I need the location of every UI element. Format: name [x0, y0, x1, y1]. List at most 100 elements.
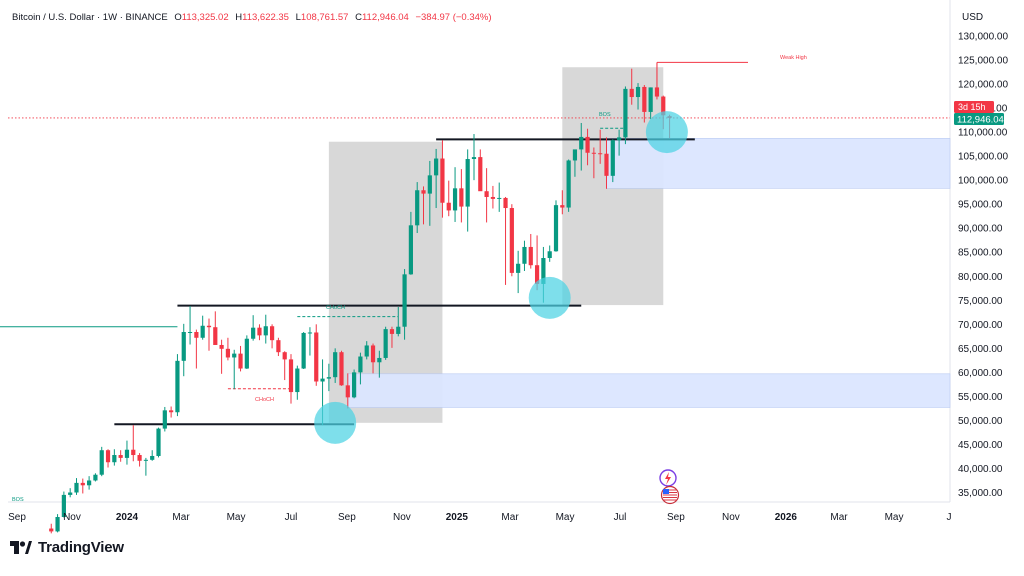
candle	[194, 329, 199, 369]
tradingview-logo[interactable]: TradingView	[10, 539, 124, 556]
candle-body	[175, 360, 180, 413]
candle-body	[301, 332, 306, 369]
flag-canton	[663, 489, 669, 494]
choch-label-low: CHoCH	[255, 397, 274, 403]
candle-body	[421, 190, 426, 194]
candle-body	[528, 246, 533, 266]
candle	[238, 345, 243, 372]
candle-body	[648, 87, 653, 112]
change-value: −384.97 (−0.34%)	[415, 12, 492, 23]
x-tick-label: 2026	[775, 512, 798, 523]
candle	[49, 523, 54, 534]
symbol-header: Bitcoin / U.S. Dollar · 1W · BINANCE O11…	[12, 12, 492, 23]
candle	[68, 488, 73, 498]
candle-body	[497, 197, 502, 199]
candle	[478, 149, 483, 192]
candle-body	[339, 352, 344, 386]
candle	[282, 351, 287, 381]
x-tick-label: Jul	[614, 512, 627, 523]
candle	[137, 453, 142, 467]
x-tick-label: 2025	[446, 512, 469, 523]
candle-body	[579, 136, 584, 150]
candle	[623, 86, 628, 145]
y-tick-label: 45,000.00	[958, 440, 1003, 451]
candle	[617, 129, 622, 156]
candle-body	[124, 449, 130, 458]
candle	[459, 169, 464, 223]
candle-body	[522, 246, 527, 264]
candle-body	[320, 378, 325, 382]
candle	[352, 369, 357, 399]
candle	[566, 159, 571, 212]
candle	[131, 425, 136, 462]
y-tick-label: 70,000.00	[958, 320, 1003, 331]
candle	[604, 137, 609, 189]
candle	[389, 326, 395, 348]
y-tick-label: 85,000.00	[958, 248, 1003, 259]
candle-body	[617, 137, 622, 141]
candle	[553, 200, 559, 252]
x-tick-label: May	[556, 512, 575, 523]
candle	[402, 269, 407, 340]
x-tick-label: Mar	[501, 512, 519, 523]
candle-body	[314, 332, 319, 382]
x-tick-label: Mar	[172, 512, 190, 523]
candle-body	[364, 345, 369, 357]
candle-body	[383, 329, 388, 358]
y-tick-label: 35,000.00	[958, 488, 1003, 499]
candle-body	[452, 188, 458, 211]
candle-body	[87, 480, 92, 486]
y-tick-label: 95,000.00	[958, 200, 1003, 211]
blue-zone	[347, 373, 951, 408]
countdown-tag	[954, 100, 994, 113]
candle	[150, 450, 155, 461]
candle-body	[446, 202, 451, 211]
candle	[200, 315, 205, 340]
candle-body	[55, 517, 60, 532]
y-tick-label: 110,000.00	[958, 128, 1008, 139]
candle-body	[131, 449, 136, 456]
x-tick-label: Mar	[830, 512, 848, 523]
candle-body	[288, 359, 294, 393]
candle	[503, 196, 508, 285]
candle	[269, 324, 275, 349]
candle-body	[80, 482, 85, 486]
candle-body	[490, 196, 496, 199]
candle	[87, 476, 92, 490]
candle-body	[566, 160, 571, 208]
candle	[534, 235, 540, 291]
close-value: 112,946.04	[361, 12, 409, 23]
candle-body	[478, 157, 483, 192]
candle-body	[610, 140, 615, 176]
low-label: L	[295, 12, 301, 23]
candle	[547, 245, 552, 262]
candle-body	[295, 368, 300, 393]
high-value: 113,622.35	[242, 12, 289, 23]
candle-body	[251, 327, 256, 339]
candle	[396, 307, 401, 337]
candle	[471, 134, 477, 181]
candle-body	[162, 410, 167, 429]
candle-body	[661, 96, 666, 116]
candle-body	[541, 258, 546, 284]
candle	[591, 147, 596, 179]
candle-body	[49, 528, 54, 532]
y-tick-label: 120,000.00	[958, 80, 1008, 91]
candle	[112, 449, 117, 466]
candle	[497, 182, 502, 212]
candle	[263, 314, 268, 344]
bolt-icon	[665, 472, 671, 485]
candle-body	[150, 455, 155, 460]
candle	[610, 139, 615, 183]
y-tick-label: 90,000.00	[958, 224, 1003, 235]
candle-body	[105, 450, 111, 463]
candle-body	[402, 274, 407, 327]
tradingview-logo-icon	[10, 541, 32, 554]
candle	[509, 204, 514, 277]
x-tick-label: 2024	[116, 512, 139, 523]
candle-body	[358, 356, 363, 373]
y-tick-label: 50,000.00	[958, 416, 1003, 427]
candle	[93, 473, 98, 482]
